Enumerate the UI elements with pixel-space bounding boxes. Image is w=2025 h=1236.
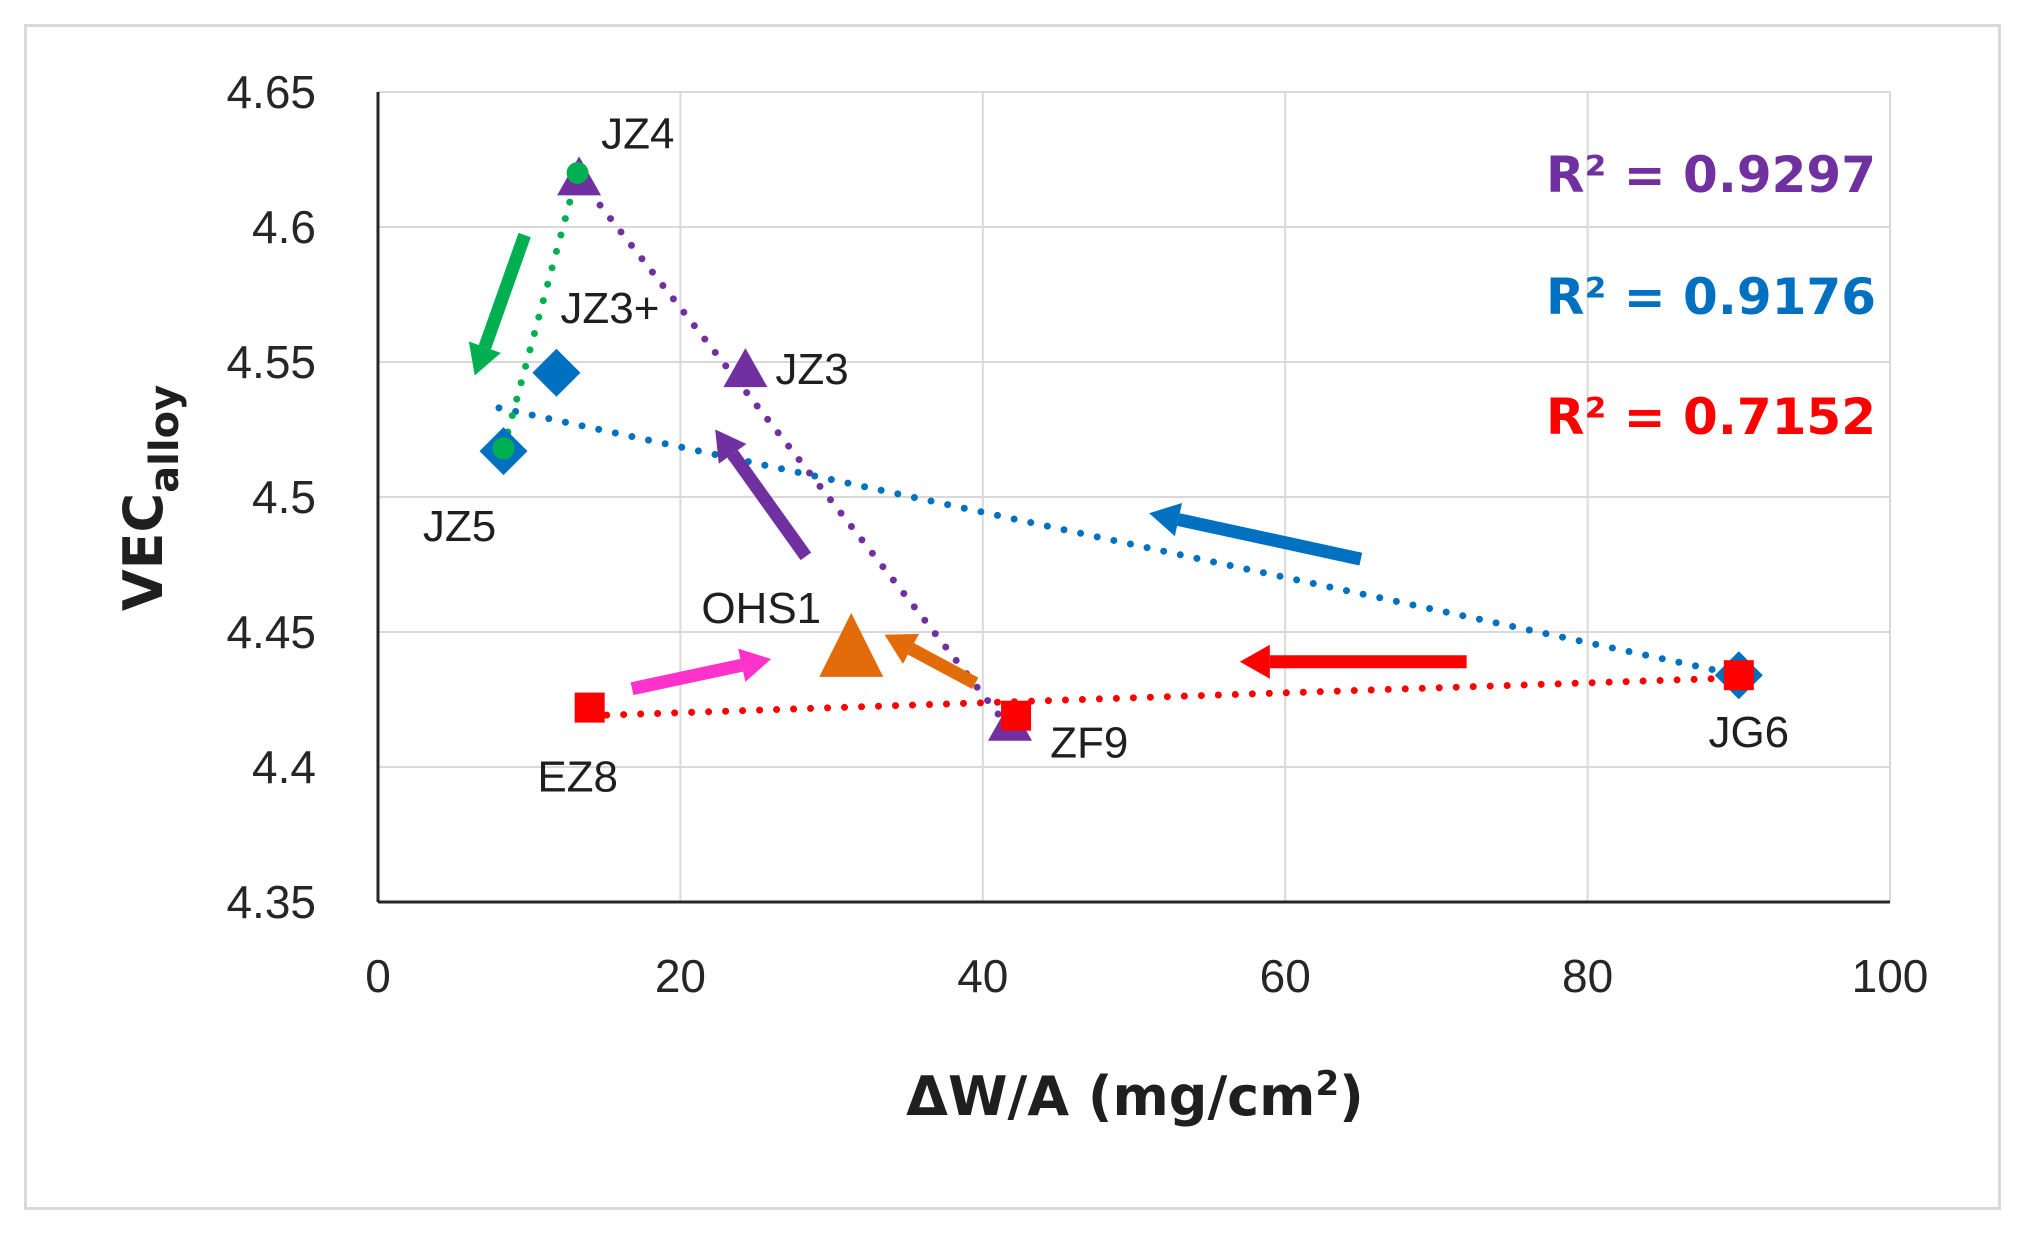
diamond-marker: [532, 348, 581, 397]
point-labels: JZ4 JZ3+ JZ3 JZ5 OHS1 EZ8 ZF9 JG6: [423, 109, 1789, 801]
y-tick-label: 4.5: [252, 471, 316, 523]
x-axis-title: ΔW/A (mg/cm2): [906, 1064, 1364, 1128]
y-tick-label: 4.6: [252, 201, 316, 253]
square-marker: [1723, 660, 1754, 691]
point-label: EZ8: [537, 753, 618, 802]
trendlines: [495, 169, 1743, 733]
x-tick-label: 100: [1852, 950, 1929, 1002]
r2-annotations: R² = 0.9297 R² = 0.9176 R² = 0.7152: [1546, 146, 1876, 446]
point-label: JZ3+: [560, 284, 659, 333]
arrow-head: [715, 429, 747, 464]
arrow-head: [884, 633, 919, 664]
axes: [376, 92, 1890, 904]
arrow-head: [468, 341, 501, 376]
trendline: [499, 169, 582, 452]
circle-marker: [492, 437, 515, 460]
y-tick-label: 4.65: [226, 66, 316, 118]
r2-annotation: R² = 0.9176: [1546, 268, 1876, 326]
trendline: [586, 674, 1743, 720]
square-marker: [574, 692, 605, 723]
square-marker: [1001, 700, 1032, 731]
x-tick-label: 40: [957, 950, 1008, 1002]
large-triangle-marker: [819, 612, 884, 677]
point-label: ZF9: [1050, 719, 1128, 768]
x-tick-label: 0: [365, 950, 391, 1002]
x-tick-label: 20: [655, 950, 706, 1002]
y-tick-label: 4.45: [226, 606, 316, 658]
chart-frame: [24, 24, 2001, 1210]
y-axis-title: VECalloy: [112, 385, 188, 611]
arrow-shaft: [1177, 513, 1363, 566]
arrow-shaft: [727, 450, 812, 561]
r2-annotation: R² = 0.9297: [1546, 146, 1876, 204]
point-label: JZ4: [601, 109, 674, 158]
arrow-shaft: [478, 232, 531, 350]
point-label: OHS1: [701, 584, 821, 633]
arrow-head: [1239, 644, 1270, 679]
y-tick-label: 4.4: [252, 741, 316, 793]
y-tick-label: 4.55: [226, 336, 316, 388]
point-label: JZ3: [775, 345, 848, 394]
y-tick-label: 4.35: [226, 876, 316, 928]
r2-annotation: R² = 0.7152: [1546, 388, 1876, 446]
arrow-shaft: [630, 658, 744, 696]
x-tick-label: 60: [1260, 950, 1311, 1002]
tick-labels: 0 20 40 60 80 100 4.35 4.4 4.45 4.5 4.55 4.6 4.65: [226, 66, 1928, 1002]
triangle-marker: [723, 348, 768, 388]
point-label: JG6: [1708, 708, 1789, 757]
circle-marker: [566, 162, 589, 184]
arrow-head: [1149, 502, 1183, 537]
trendline: [575, 174, 1014, 733]
point-label: JZ5: [423, 502, 496, 551]
arrow-shaft: [907, 643, 979, 690]
grid-lines: [378, 91, 1891, 902]
trendline: [495, 404, 1743, 679]
arrow-head: [738, 648, 772, 682]
direction-arrows: [468, 232, 1467, 696]
data-points: [479, 156, 1763, 741]
x-tick-label: 80: [1562, 950, 1613, 1002]
